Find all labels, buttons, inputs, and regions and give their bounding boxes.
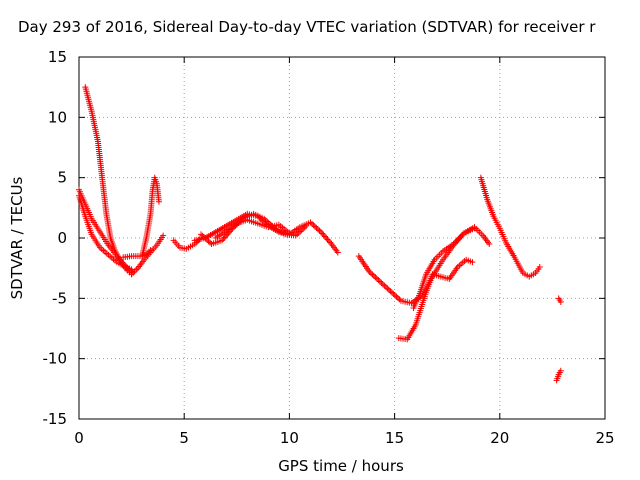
interpolated-marker <box>321 233 328 240</box>
interpolated-marker <box>390 290 397 297</box>
y-axis-label: SDTVAR / TECUs <box>8 176 26 299</box>
chart-title: Day 293 of 2016, Sidereal Day-to-day VTE… <box>18 18 596 36</box>
interpolated-marker <box>394 294 401 301</box>
data-point <box>147 247 154 254</box>
y-tick-label: -15 <box>43 410 68 428</box>
y-tick-label: 0 <box>57 229 67 247</box>
data-point <box>387 288 394 295</box>
series-2 <box>82 84 135 278</box>
interpolated-marker <box>393 293 400 300</box>
interpolated-marker <box>323 235 330 241</box>
interpolated-marker <box>308 220 315 227</box>
data-point <box>334 249 341 256</box>
data-point <box>557 367 564 374</box>
interpolated-marker <box>369 271 376 278</box>
data-point <box>486 241 493 248</box>
interpolated-marker <box>384 285 391 292</box>
x-tick-label: 10 <box>280 429 299 447</box>
x-tick-label: 15 <box>385 429 404 447</box>
x-tick-label: 25 <box>595 429 614 447</box>
interpolated-marker <box>325 238 332 245</box>
series-14 <box>555 295 564 305</box>
data-point <box>155 198 162 205</box>
x-tick-label: 20 <box>490 429 509 447</box>
interpolated-marker <box>205 238 212 245</box>
interpolated-marker <box>316 227 323 234</box>
interpolated-marker <box>391 292 398 299</box>
series-9 <box>212 216 293 241</box>
x-axis-label: GPS time / hours <box>278 457 404 475</box>
interpolated-marker <box>311 223 318 230</box>
series-11 <box>395 256 476 343</box>
data-point <box>160 232 167 239</box>
axis-ticks: 0 5 10 15 20 25 -15 -10 -5 0 5 10 15 <box>43 48 615 447</box>
y-tick-label: 5 <box>57 169 67 187</box>
data-point <box>303 222 310 229</box>
interpolated-marker <box>385 286 392 293</box>
interpolated-marker <box>373 275 380 282</box>
data-point <box>376 278 383 285</box>
interpolated-marker <box>370 272 377 279</box>
y-tick-label: -10 <box>43 350 68 368</box>
grid-lines <box>79 57 605 419</box>
series-5 <box>139 174 162 260</box>
data-point <box>557 298 564 305</box>
interpolated-marker <box>207 239 214 246</box>
data-point <box>471 225 478 232</box>
interpolated-marker <box>310 222 317 229</box>
data-point <box>536 263 543 270</box>
interpolated-marker <box>314 226 321 233</box>
data-point <box>469 259 476 266</box>
series-7 <box>191 210 341 256</box>
interpolated-marker <box>379 281 386 288</box>
interpolated-marker <box>320 231 327 238</box>
series-8 <box>198 210 310 248</box>
y-tick-label: 15 <box>48 48 67 66</box>
data-point <box>317 228 324 235</box>
interpolated-marker <box>381 282 388 289</box>
y-tick-label: -5 <box>52 289 67 307</box>
series-13 <box>477 174 543 280</box>
interpolated-marker <box>388 289 395 296</box>
series-12 <box>410 225 478 311</box>
data-point <box>286 230 293 237</box>
data-points <box>76 84 564 384</box>
interpolated-marker <box>378 279 385 286</box>
interpolated-marker <box>372 274 379 281</box>
plot-frame <box>78 56 606 420</box>
interpolated-marker <box>319 230 326 237</box>
x-tick-label: 5 <box>179 429 189 447</box>
x-tick-label: 0 <box>74 429 84 447</box>
y-tick-label: 10 <box>48 108 67 126</box>
interpolated-marker <box>367 270 374 277</box>
interpolated-marker <box>324 236 331 243</box>
interpolated-marker <box>313 224 320 231</box>
series-15 <box>553 367 564 384</box>
interpolated-marker <box>375 277 382 284</box>
interpolated-marker <box>382 283 389 290</box>
